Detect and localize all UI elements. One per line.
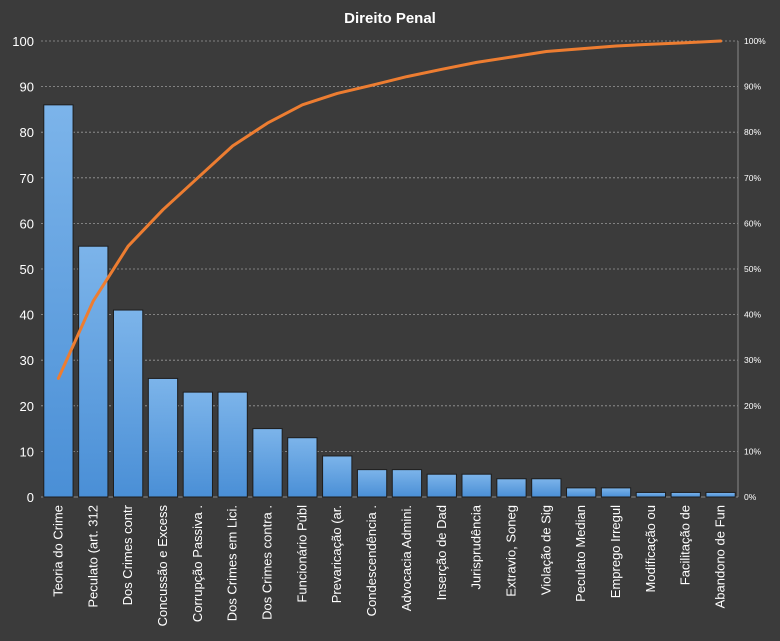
y-tick-label: 20 bbox=[20, 399, 34, 414]
bar bbox=[287, 437, 318, 498]
x-tick-label: Advocacia Admini. bbox=[399, 505, 414, 611]
x-tick-label: Funcionário Públ bbox=[294, 505, 309, 603]
x-tick-label: Dos Crimes contr bbox=[120, 504, 135, 605]
bar bbox=[43, 104, 74, 498]
x-tick-label: Facilitação de bbox=[678, 505, 693, 585]
x-tick-label: Condescendência . bbox=[364, 505, 379, 616]
x-tick-label: Dos Crimes em Lici. bbox=[225, 505, 240, 621]
bar bbox=[112, 309, 144, 498]
y-tick-label: 80 bbox=[20, 125, 34, 140]
bar bbox=[426, 473, 457, 498]
y2-tick-label: 80% bbox=[744, 127, 761, 137]
bar bbox=[531, 478, 562, 498]
x-tick-label: Extravio, Soneg bbox=[503, 505, 518, 597]
x-tick-label: Prevaricação (ar. bbox=[329, 505, 344, 603]
bars bbox=[43, 104, 736, 498]
cumulative-line bbox=[56, 39, 723, 380]
bar bbox=[182, 391, 213, 498]
cumulative-percentage-line bbox=[56, 39, 723, 380]
y2-tick-label: 50% bbox=[744, 264, 761, 274]
x-tick-label: Peculato (art. 312 bbox=[85, 505, 100, 608]
y2-tick-label: 90% bbox=[744, 82, 761, 92]
y2-tick-label: 100% bbox=[744, 36, 766, 46]
x-tick-label: Inserção de Dad bbox=[434, 505, 449, 600]
x-tick-label: Teoria do Crime bbox=[50, 505, 65, 597]
y-tick-label: 0 bbox=[27, 490, 34, 505]
y2-tick-label: 10% bbox=[744, 446, 761, 456]
x-tick-label: Dos Crimes contra . bbox=[260, 505, 275, 620]
x-tick-label: Corrupção Passiva . bbox=[190, 505, 205, 622]
bar bbox=[147, 377, 179, 498]
y-tick-label: 70 bbox=[20, 171, 34, 186]
gridlines bbox=[41, 40, 739, 498]
y2-tick-label: 40% bbox=[744, 310, 761, 320]
bar bbox=[322, 455, 353, 498]
bar bbox=[670, 491, 701, 498]
bar bbox=[566, 487, 597, 498]
y2-tick-label: 60% bbox=[744, 218, 761, 228]
bar bbox=[705, 491, 736, 498]
x-tick-label: Concussão e Excess bbox=[155, 505, 170, 627]
y2-tick-label: 0% bbox=[744, 492, 757, 502]
y2-tick-label: 70% bbox=[744, 173, 761, 183]
bar bbox=[391, 469, 423, 498]
y-tick-label: 40 bbox=[20, 308, 34, 323]
y-tick-label: 50 bbox=[20, 262, 34, 277]
y-tick-label: 30 bbox=[20, 353, 34, 368]
bar bbox=[461, 473, 492, 498]
y-tick-label: 90 bbox=[20, 80, 34, 95]
y-tick-label: 60 bbox=[20, 216, 34, 231]
bar bbox=[635, 491, 667, 498]
y2-tick-label: 20% bbox=[744, 401, 761, 411]
x-tick-label: Abandono de Fun bbox=[713, 505, 728, 608]
bar bbox=[252, 428, 283, 498]
bar bbox=[217, 391, 248, 498]
x-tick-label: Jurisprudência bbox=[469, 504, 484, 589]
y2-tick-label: 30% bbox=[744, 355, 761, 365]
y-axis-right: 0% 10% 20% 30% 40% 50% 60% 70% 80% 90% 100% bbox=[744, 36, 766, 502]
bar bbox=[496, 478, 527, 498]
bar bbox=[356, 469, 388, 498]
chart-title: Direito Penal bbox=[344, 10, 436, 27]
y-tick-label: 100 bbox=[12, 34, 34, 49]
bar bbox=[600, 487, 632, 498]
y-axis-left: 0 10 20 30 40 50 60 70 80 90 100 bbox=[12, 34, 34, 505]
x-tick-label: Emprego Irregul bbox=[608, 505, 623, 598]
x-tick-label: Peculato Median bbox=[573, 505, 588, 602]
y-tick-label: 10 bbox=[20, 444, 34, 459]
x-tick-label: Modificação ou bbox=[643, 505, 658, 592]
x-tick-label: Violação de Sig bbox=[538, 505, 553, 595]
x-axis: Teoria do Crime Peculato (art. 312 Dos Cri… bbox=[50, 504, 727, 626]
